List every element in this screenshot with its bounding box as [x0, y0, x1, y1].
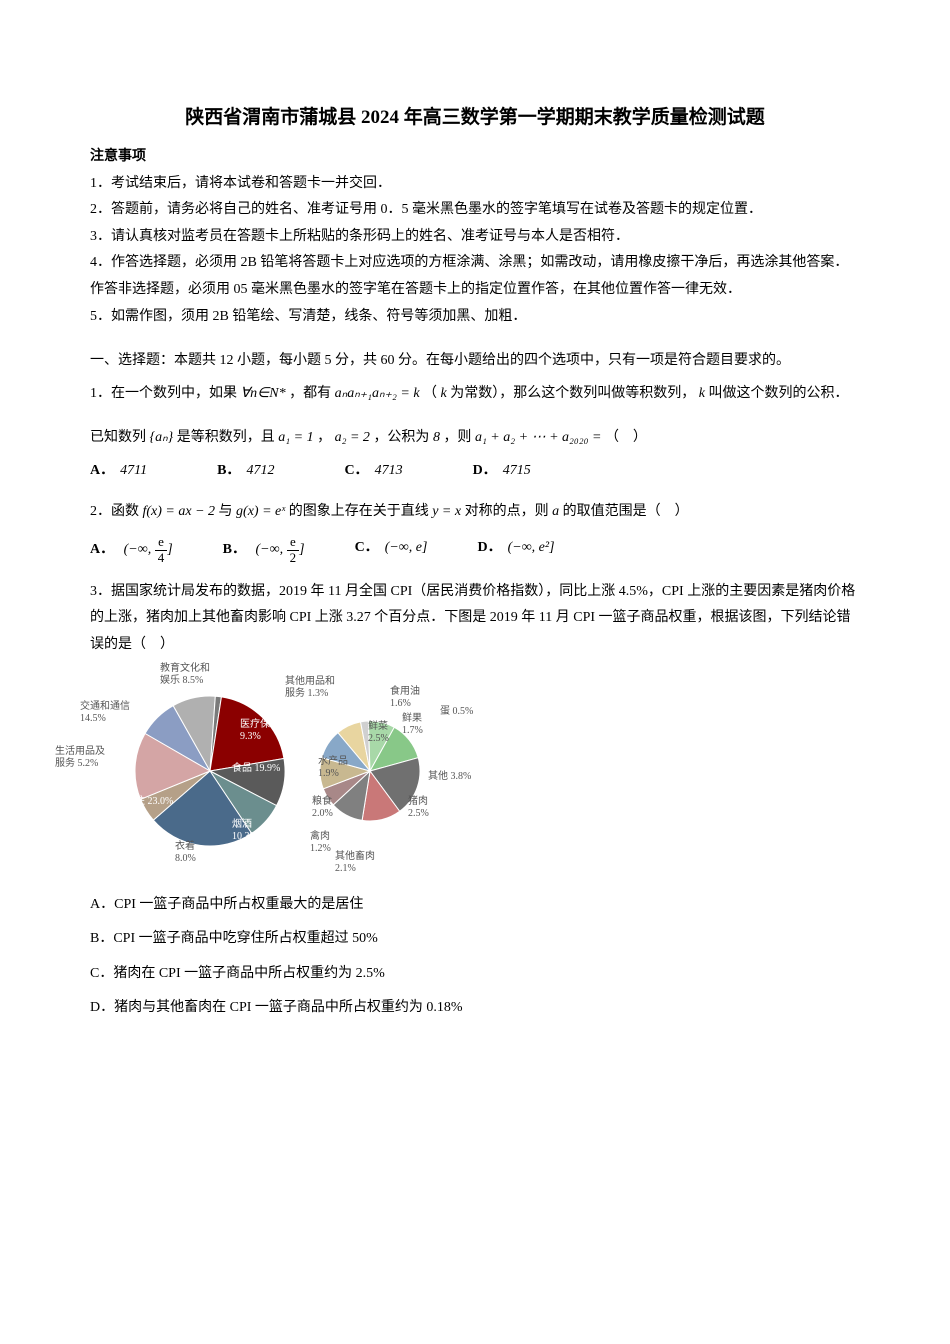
pie-label: 其他用品和服务 1.3% — [285, 676, 335, 700]
pie-label: 其他 3.8% — [428, 771, 471, 783]
q1-text: ，公积为 — [373, 430, 433, 445]
pie-label: 猪肉2.5% — [408, 796, 429, 820]
q1-option-a: A．4711 — [90, 458, 147, 485]
pie-label: 食用油1.6% — [390, 686, 420, 710]
q2-text: 与 — [219, 504, 237, 519]
q2-text: 的图象上存在关于直线 — [289, 504, 433, 519]
q2-text: 的取值范围是（ ） — [563, 504, 689, 519]
q3-option-d: D．猪肉与其他畜肉在 CPI 一篮子商品中所占权重约为 0.18% — [90, 995, 860, 1022]
q1-option-d: D．4715 — [473, 458, 531, 485]
q1-math: aₙaₙ₊₁aₙ₊₂ = k — [335, 386, 420, 401]
pie-label: 水产品1.9% — [318, 756, 348, 780]
notice-block: 注意事项 1．考试结束后，请将本试卷和答题卡一并交回． 2．答题前，请务必将自己… — [90, 144, 860, 330]
q1-math: a₁ + a₂ + ⋯ + a₂₀₂₀ = — [475, 430, 602, 445]
pie-label: 其他畜肉2.1% — [335, 851, 375, 875]
q1-text: ，都有 — [289, 386, 335, 401]
q1-math: k — [441, 386, 447, 401]
q2-text: 2．函数 — [90, 504, 143, 519]
pie-label: 粮食2.0% — [312, 796, 333, 820]
notice-item: 5．如需作图，须用 2B 铅笔绘、写清楚，线条、符号等须加黑、加粗． — [90, 304, 860, 331]
q1-text: （ — [423, 386, 441, 401]
q1-text: ，则 — [443, 430, 475, 445]
q1-option-c: C．4713 — [344, 458, 402, 485]
pie-label: 食品 19.9% — [232, 763, 280, 775]
q1-text: 已知数列 — [90, 430, 150, 445]
notice-item: 1．考试结束后，请将本试卷和答题卡一并交回． — [90, 171, 860, 198]
q2-text: 对称的点，则 — [465, 504, 553, 519]
q1-text: 是等积数列，且 — [177, 430, 279, 445]
q1-math: a₂ = 2 — [335, 430, 370, 445]
q2-math: g(x) = eˣ — [236, 504, 285, 519]
pie-label: 居住 23.0% — [125, 796, 173, 808]
q1-math: a₁ = 1 — [278, 430, 313, 445]
q3-option-c: C．猪肉在 CPI 一篮子商品中所占权重约为 2.5% — [90, 961, 860, 988]
pie-label: 交通和通信14.5% — [80, 701, 130, 725]
pie-label: 烟酒10.3% — [232, 819, 258, 843]
pie-label: 衣着8.0% — [175, 841, 196, 865]
q3-option-b: B．CPI 一篮子商品中吃穿住所占权重超过 50% — [90, 926, 860, 953]
q3-options: A．CPI 一篮子商品中所占权重最大的是居住 B．CPI 一篮子商品中吃穿住所占… — [90, 892, 860, 1022]
pie-label: 蛋 0.5% — [440, 706, 473, 718]
cpi-pie-chart: 教育文化和娱乐 8.5%医疗保健9.3%其他用品和服务 1.3%食品 19.9%… — [90, 671, 860, 876]
q1-text: （ ） — [605, 430, 647, 445]
q2-options: A． (−∞, e4] B． (−∞, e2] C．(−∞, e] D．(−∞,… — [90, 535, 860, 565]
pie-label: 禽肉1.2% — [310, 831, 331, 855]
q2-option-b: B． (−∞, e2] — [223, 535, 305, 565]
notice-item: 2．答题前，请务必将自己的姓名、准考证号用 0．5 毫米黑色墨水的签字笔填写在试… — [90, 197, 860, 224]
q1-text: ， — [317, 430, 335, 445]
section-intro: 一、选择题：本题共 12 小题，每小题 5 分，共 60 分。在每小题给出的四个… — [90, 348, 860, 375]
question-2: 2．函数 f(x) = ax − 2 与 g(x) = eˣ 的图象上存在关于直… — [90, 499, 860, 565]
pie-label: 鲜果1.7% — [402, 713, 423, 737]
page-title: 陕西省渭南市蒲城县 2024 年高三数学第一学期期末教学质量检测试题 — [90, 100, 860, 136]
q1-math: k — [699, 386, 705, 401]
q3-option-a: A．CPI 一篮子商品中所占权重最大的是居住 — [90, 892, 860, 919]
pie-label: 教育文化和娱乐 8.5% — [160, 663, 210, 687]
pie-label: 医疗保健9.3% — [240, 719, 280, 743]
question-1: 1．在一个数列中，如果 ∀n∈N* ，都有 aₙaₙ₊₁aₙ₊₂ = k （ k… — [90, 381, 860, 485]
q3-stem: 3．据国家统计局发布的数据，2019 年 11 月全国 CPI（居民消费价格指数… — [90, 584, 855, 652]
q1-text: 为常数），那么这个数列叫做等积数列， — [450, 386, 695, 401]
q1-option-b: B．4712 — [217, 458, 274, 485]
q1-text: 叫做这个数列的公积． — [708, 386, 848, 401]
q1-math: {aₙ} — [150, 430, 174, 445]
pie-label: 鲜菜2.5% — [368, 721, 389, 745]
q2-option-c: C．(−∞, e] — [355, 535, 428, 565]
q2-option-a: A． (−∞, e4] — [90, 535, 173, 565]
q2-math: y = x — [432, 504, 461, 519]
notice-item: 4．作答选择题，必须用 2B 铅笔将答题卡上对应选项的方框涂满、涂黑；如需改动，… — [90, 250, 860, 303]
q1-math: 8 — [433, 430, 440, 445]
q1-math: ∀n∈N* — [241, 386, 286, 401]
question-3: 3．据国家统计局发布的数据，2019 年 11 月全国 CPI（居民消费价格指数… — [90, 579, 860, 1022]
q1-text: 1．在一个数列中，如果 — [90, 386, 241, 401]
q2-option-d: D．(−∞, e²] — [477, 535, 554, 565]
pie-label: 生活用品及服务 5.2% — [55, 746, 105, 770]
q2-math: f(x) = ax − 2 — [143, 504, 216, 519]
notice-item: 3．请认真核对监考员在答题卡上所粘贴的条形码上的姓名、准考证号与本人是否相符． — [90, 224, 860, 251]
q2-math: a — [552, 504, 559, 519]
q1-options: A．4711 B．4712 C．4713 D．4715 — [90, 458, 860, 485]
notice-heading: 注意事项 — [90, 144, 860, 171]
